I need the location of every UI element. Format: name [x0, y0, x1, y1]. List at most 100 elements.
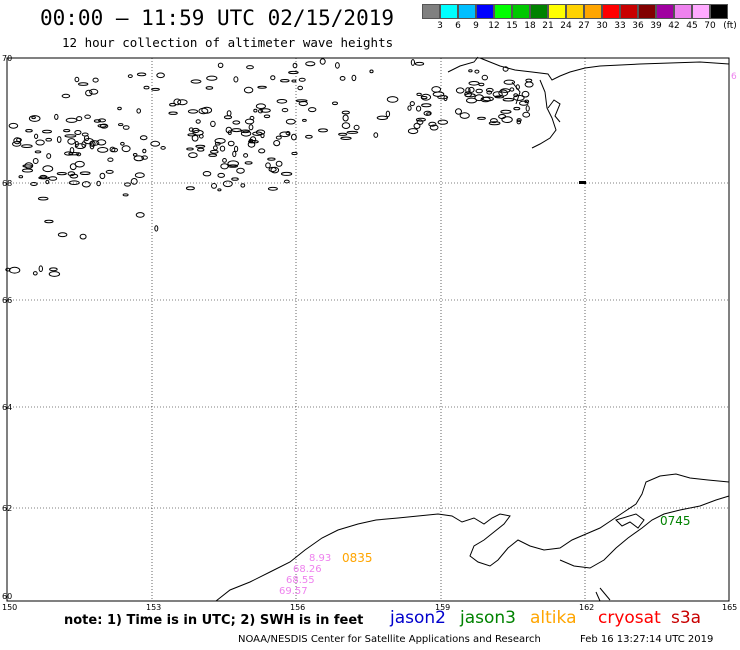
lat-label-64: 64	[2, 403, 12, 412]
ice-floe	[318, 128, 328, 133]
lat-label-70: 70	[2, 54, 12, 63]
ice-floe	[97, 147, 109, 153]
ice-floe	[459, 112, 470, 119]
legend-label: 30	[596, 21, 608, 31]
ice-floe	[134, 172, 145, 178]
ice-floe	[521, 90, 530, 98]
ice-floe	[32, 271, 38, 276]
ice-floe	[89, 88, 99, 95]
ice-floe	[65, 117, 78, 123]
ice-floe	[142, 148, 147, 154]
ice-floe	[22, 164, 34, 168]
ice-floe	[332, 101, 338, 106]
ice-floe	[522, 111, 531, 118]
ice-floe	[202, 171, 212, 177]
legend-swatch	[566, 4, 584, 19]
ice-floe	[258, 148, 266, 154]
map-frame	[6, 57, 730, 602]
ice-floe	[283, 179, 290, 184]
ice-floe	[81, 132, 89, 137]
track-time-altika: 0835	[342, 551, 373, 565]
ice-floe	[120, 141, 125, 146]
ice-floe	[185, 186, 195, 191]
lon-label-159: 159	[435, 603, 450, 612]
ice-floe	[8, 122, 19, 129]
ice-floe	[498, 89, 509, 97]
ice-floe	[133, 155, 145, 162]
ice-floe	[69, 147, 75, 154]
ice-floe	[502, 97, 515, 102]
ice-floe	[121, 145, 131, 153]
ice-floe	[122, 125, 130, 130]
ice-floe	[188, 127, 194, 132]
ice-floe	[74, 76, 80, 83]
ice-floe	[285, 118, 296, 125]
ice-floe	[130, 178, 138, 185]
ice-floe	[217, 172, 225, 178]
lat-label-60: 60	[2, 592, 12, 601]
ice-floe	[127, 74, 133, 78]
ice-floe	[346, 130, 359, 134]
ice-floe	[12, 141, 22, 147]
credit-line: NOAA/NESDIS Center for Satellite Applica…	[238, 634, 541, 645]
ice-floe	[64, 134, 77, 138]
ice-floe	[97, 124, 107, 128]
ice-floe	[226, 110, 232, 117]
ice-floe	[335, 62, 340, 69]
ice-floe	[498, 114, 507, 119]
ice-floe	[67, 138, 76, 145]
south-lower-coast	[595, 587, 611, 602]
legend-swatch	[584, 4, 602, 19]
ice-floe	[18, 175, 24, 179]
ice-floe	[32, 158, 39, 164]
ice-floe	[338, 132, 348, 136]
ice-floe	[48, 271, 61, 277]
ice-floe	[260, 108, 271, 113]
ice-floe	[298, 77, 306, 82]
ice-floe	[420, 93, 432, 101]
ice-floe	[421, 103, 432, 108]
ice-floe	[56, 172, 67, 176]
ice-floe	[45, 179, 50, 185]
ice-floe	[54, 113, 59, 120]
coast-mark	[579, 181, 586, 184]
ice-floe	[151, 87, 160, 91]
legend-swatch	[620, 4, 638, 19]
ice-floe	[74, 143, 86, 150]
ice-floe	[513, 106, 521, 111]
footer-note: note: 1) Time is in UTC; 2) SWH is in fe…	[64, 613, 364, 628]
ice-floe	[190, 79, 202, 84]
ice-floe	[255, 129, 266, 135]
ice-floe	[257, 85, 267, 89]
ice-floe	[46, 153, 52, 159]
ice-floe	[291, 133, 297, 141]
ice-floe	[227, 140, 235, 147]
ice-floe	[154, 225, 159, 232]
legend-swatch	[674, 4, 692, 19]
ice-floe	[416, 105, 422, 112]
ice-floe	[455, 108, 462, 115]
ice-floe	[468, 69, 473, 73]
ice-floe	[21, 168, 34, 173]
ice-floe	[83, 138, 94, 145]
lat-label-66: 66	[2, 296, 12, 305]
ice-floe	[217, 188, 222, 192]
ice-floe	[81, 181, 91, 188]
ice-floe	[105, 169, 114, 174]
ice-floe	[79, 171, 91, 175]
ice-floe	[486, 90, 493, 95]
ice-floe	[143, 85, 150, 90]
ice-floe	[248, 124, 254, 131]
track-time-jason3: 0745	[660, 514, 691, 528]
ice-floe	[305, 61, 316, 67]
swh-value-2: 68.26	[293, 564, 322, 575]
lon-label-156: 156	[290, 603, 305, 612]
ice-floe	[308, 107, 317, 113]
ice-floe	[340, 136, 352, 141]
ice-floe	[246, 65, 254, 70]
ice-floe	[117, 106, 122, 111]
ice-floe	[34, 133, 39, 140]
ice-floe	[49, 267, 58, 272]
ice-floe	[232, 120, 241, 125]
ice-floe	[206, 75, 218, 81]
